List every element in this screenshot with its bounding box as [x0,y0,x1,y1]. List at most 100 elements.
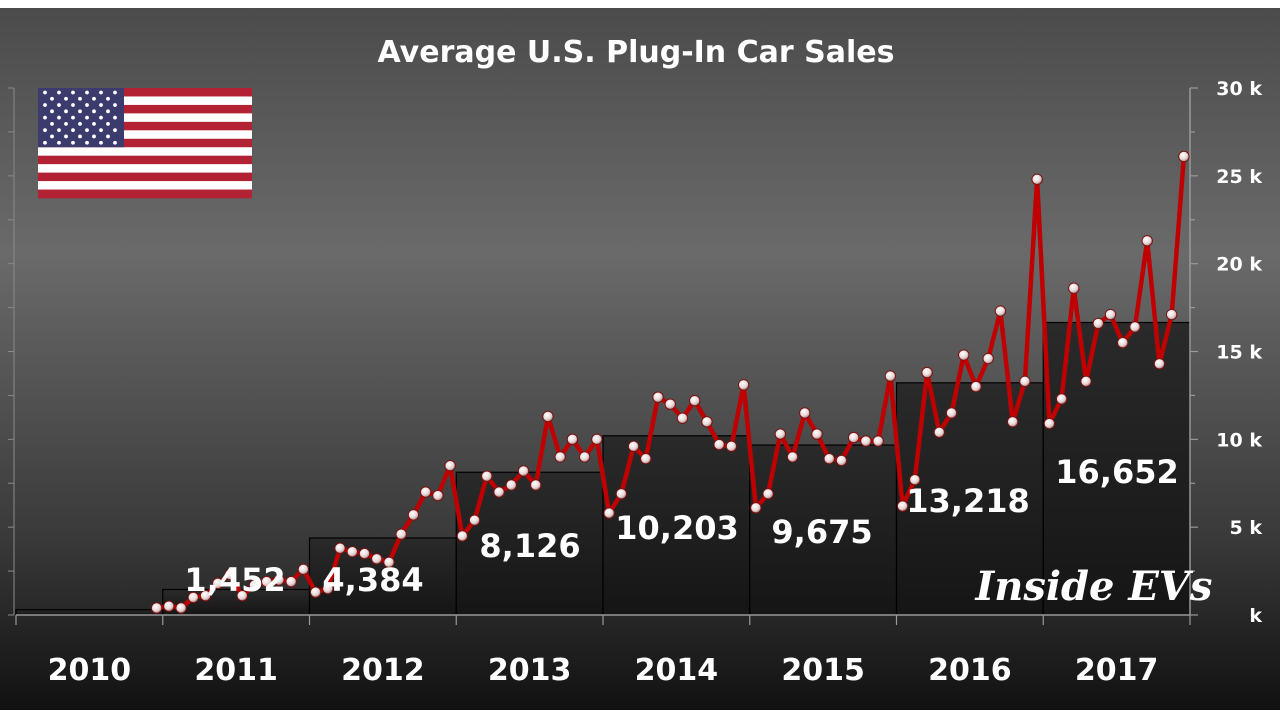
sales-point [847,431,860,444]
flag-star [57,140,61,145]
sales-point [273,574,285,586]
flag-star [85,103,89,107]
sales-point [1165,308,1178,321]
flag-star [57,90,61,95]
sales-point [236,589,248,602]
sales-point [823,452,835,465]
flag-star [43,128,47,133]
flag-star [106,109,110,114]
sales-point [1043,417,1056,430]
avg-label-2013: 8,126 [479,527,580,565]
y-tick-label: 5 k [1230,517,1263,539]
flag-star [57,103,61,107]
sales-point [150,602,163,614]
flag-stripe [38,138,252,148]
avg-label-2011: 1,452 [184,561,285,599]
sales-point [199,589,212,602]
sales-point [884,370,897,382]
sales-point [860,435,872,447]
sales-point [468,514,481,526]
sales-point [1055,393,1068,405]
flag-star [113,90,117,95]
sales-point [371,553,383,565]
x-year-label-2015: 2015 [781,653,865,688]
sales-point [994,305,1007,317]
avg-bar-2012 [308,537,457,616]
flag-stripe [38,155,252,165]
avg-bar-2017 [1042,321,1191,616]
sales-point [835,454,848,467]
x-year-label-2013: 2013 [488,653,572,688]
yearly-average-labels: 1,452 4,384 8,126 10,203 9,675 13,218 16,652 [184,453,1178,599]
flag-star [78,134,82,139]
flag-star [113,103,117,107]
sales-point [689,394,701,407]
sales-point [786,451,799,463]
sales-point [1092,317,1104,330]
sales-point [260,575,273,588]
axes [8,87,1198,625]
x-year-label-2010: 2010 [48,653,132,688]
sales-point [248,579,261,591]
avg-label-2017: 16,652 [1055,453,1178,491]
chart-title: Average U.S. Plug-In Car Sales [378,35,895,70]
sales-point [958,349,970,361]
y-tick-label: 10 k [1216,429,1262,451]
sales-point [530,479,542,491]
sales-point [419,486,432,498]
flag-star [85,90,89,95]
flag-star [71,140,75,145]
avg-bar-2010 [15,609,164,616]
sales-point [1104,308,1117,321]
sales-point [481,470,493,482]
sales-point [432,489,444,502]
flag-star [50,134,54,139]
sales-point [762,488,774,500]
sales-point [811,428,823,440]
flag-stripe [38,189,252,199]
sales-point [444,459,456,472]
flag-star [85,115,89,120]
sales-point [909,474,921,486]
avg-label-2016: 13,218 [906,482,1029,520]
flag-star [64,121,68,126]
flag-star [106,121,110,126]
y-tick-label: 20 k [1216,254,1262,276]
flag-stripe [38,164,252,173]
sales-point [774,428,787,440]
sales-point [187,591,200,604]
sales-point [542,410,554,423]
sales-point [591,433,603,446]
flag-star [99,103,103,107]
avg-label-2015: 9,675 [771,513,872,551]
flag-stripe [38,172,252,182]
y-tick-label: k [1249,605,1262,627]
sales-point [505,479,517,491]
sales-point [652,391,664,403]
sales-point [1080,375,1092,388]
sales-point [872,435,884,447]
x-year-label-2014: 2014 [635,653,719,688]
x-axis-year-labels: 2010 2011 2012 2013 2014 2015 2016 2017 [48,653,1159,688]
sales-point [640,452,652,465]
flag-stripe [38,113,252,123]
flag-star [50,121,54,126]
sales-point [395,528,407,540]
sales-point [322,582,334,595]
x-year-label-2012: 2012 [341,653,425,688]
y-tick-label: 15 k [1216,342,1262,364]
sales-point [493,486,505,498]
sales-point [554,451,566,463]
sales-point [676,412,689,424]
y-tick-label: 30 k [1216,78,1262,100]
sales-point [1117,337,1129,349]
flag-star [50,96,54,101]
sales-point [224,568,236,581]
sales-point [750,502,762,514]
sales-point [1031,173,1043,186]
flag-star [78,109,82,114]
flag-star [92,121,96,126]
flag-star [99,115,103,120]
sales-point [175,602,187,614]
